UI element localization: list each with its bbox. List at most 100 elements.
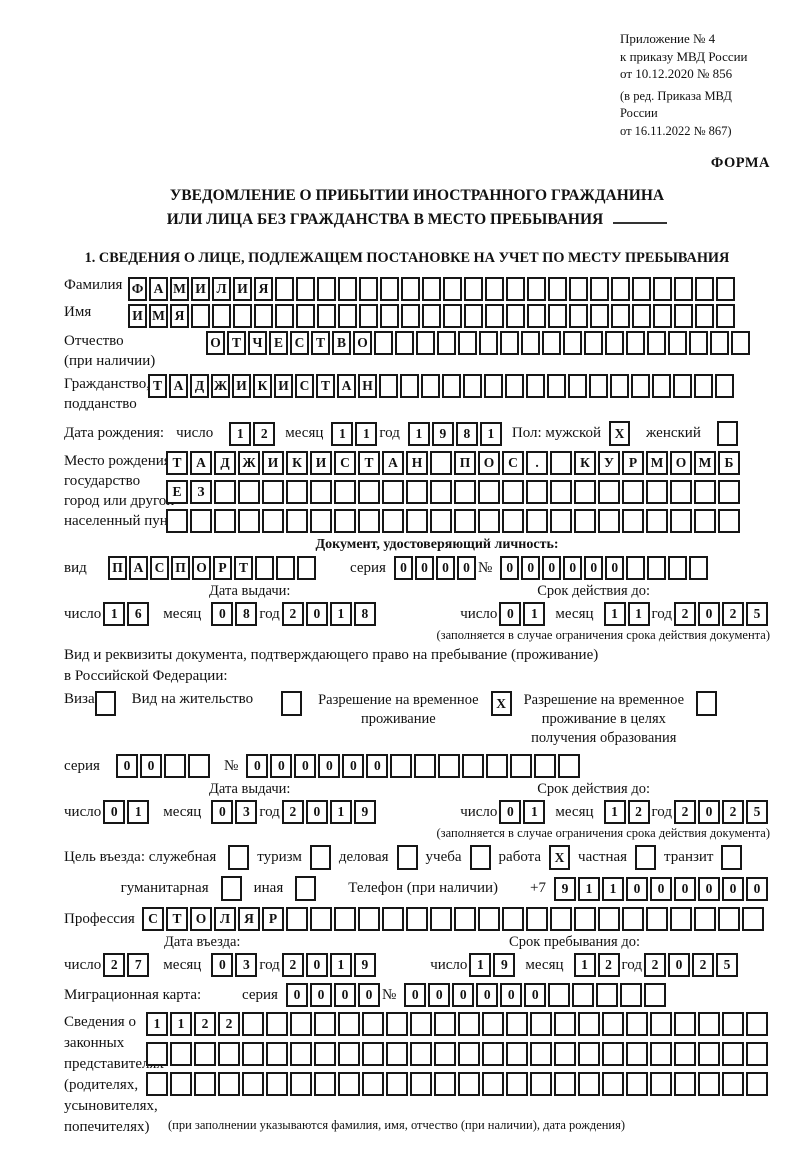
char-box[interactable] (146, 1042, 168, 1066)
char-box[interactable] (438, 754, 461, 778)
char-box[interactable] (611, 304, 630, 328)
char-box[interactable] (401, 277, 420, 301)
char-box[interactable] (212, 304, 231, 328)
char-box[interactable] (334, 509, 356, 533)
char-box[interactable] (478, 907, 500, 931)
char-box[interactable]: 1 (329, 953, 352, 977)
char-box[interactable] (310, 480, 332, 504)
char-box[interactable]: 1 (627, 602, 650, 626)
char-box[interactable]: 0 (476, 983, 499, 1007)
char-box[interactable] (578, 1072, 600, 1096)
char-box[interactable] (406, 480, 428, 504)
char-box[interactable]: 0 (499, 602, 522, 626)
char-box[interactable]: 0 (414, 556, 434, 580)
representatives-row3-boxes[interactable] (146, 1072, 770, 1096)
char-box[interactable] (550, 480, 572, 504)
char-box[interactable]: Т (166, 451, 188, 475)
char-box[interactable]: 2 (674, 800, 696, 824)
char-box[interactable] (605, 331, 624, 355)
char-box[interactable]: 9 (353, 800, 376, 824)
char-box[interactable]: 0 (428, 983, 451, 1007)
char-box[interactable] (242, 1072, 264, 1096)
char-box[interactable] (485, 304, 504, 328)
char-box[interactable] (317, 277, 336, 301)
char-box[interactable] (191, 304, 210, 328)
char-box[interactable] (626, 556, 646, 580)
char-box[interactable] (526, 480, 548, 504)
char-box[interactable]: И (274, 374, 293, 398)
char-box[interactable]: 0 (500, 556, 520, 580)
char-box[interactable]: А (382, 451, 404, 475)
char-box[interactable]: 0 (722, 876, 744, 901)
char-box[interactable]: Я (238, 907, 260, 931)
char-box[interactable] (290, 1042, 312, 1066)
char-box[interactable]: 0 (393, 556, 413, 580)
char-box[interactable]: 0 (305, 602, 328, 626)
char-box[interactable] (359, 277, 378, 301)
char-box[interactable] (590, 277, 609, 301)
char-box[interactable]: 0 (542, 556, 562, 580)
char-box[interactable]: Р (213, 556, 232, 580)
char-box[interactable] (647, 331, 666, 355)
char-box[interactable]: 0 (500, 983, 523, 1007)
char-box[interactable] (646, 480, 668, 504)
char-box[interactable] (443, 304, 462, 328)
char-box[interactable]: 1 (523, 602, 546, 626)
char-box[interactable] (443, 277, 462, 301)
char-box[interactable] (526, 374, 545, 398)
char-box[interactable]: С (295, 374, 314, 398)
char-box[interactable] (190, 509, 212, 533)
char-box[interactable] (362, 1072, 384, 1096)
work-checkbox[interactable]: X (549, 845, 571, 870)
representatives-row2-boxes[interactable] (146, 1042, 770, 1066)
char-box[interactable]: Д (190, 374, 209, 398)
char-box[interactable] (406, 509, 428, 533)
char-box[interactable]: А (190, 451, 212, 475)
char-box[interactable] (233, 304, 252, 328)
char-box[interactable]: 2 (722, 800, 744, 824)
char-box[interactable] (454, 480, 476, 504)
humanitarian-checkbox[interactable] (220, 876, 242, 901)
char-box[interactable] (379, 374, 398, 398)
char-box[interactable] (434, 1012, 456, 1036)
char-box[interactable]: Т (148, 374, 167, 398)
char-box[interactable] (374, 331, 393, 355)
char-box[interactable]: 0 (698, 602, 720, 626)
official-checkbox[interactable] (228, 845, 250, 870)
char-box[interactable]: С (502, 451, 524, 475)
char-box[interactable] (668, 556, 688, 580)
char-box[interactable] (510, 754, 533, 778)
char-box[interactable] (314, 1072, 336, 1096)
char-box[interactable]: 0 (305, 953, 328, 977)
char-box[interactable] (458, 1012, 480, 1036)
char-box[interactable] (632, 277, 651, 301)
char-box[interactable]: Е (166, 480, 188, 504)
char-box[interactable] (358, 907, 380, 931)
char-box[interactable]: 0 (309, 983, 332, 1007)
char-box[interactable] (275, 304, 294, 328)
char-box[interactable] (430, 509, 452, 533)
birth-place-row3-boxes[interactable] (166, 509, 742, 533)
char-box[interactable] (674, 1072, 696, 1096)
char-box[interactable] (602, 1072, 624, 1096)
char-box[interactable]: А (149, 277, 168, 301)
char-box[interactable]: С (334, 451, 356, 475)
char-box[interactable] (674, 277, 693, 301)
char-box[interactable]: О (206, 331, 225, 355)
char-box[interactable] (698, 1042, 720, 1066)
char-box[interactable] (569, 277, 588, 301)
char-box[interactable]: 5 (716, 953, 738, 977)
char-box[interactable]: 2 (692, 953, 714, 977)
sex-female-checkbox[interactable] (716, 421, 738, 446)
char-box[interactable]: Т (311, 331, 330, 355)
